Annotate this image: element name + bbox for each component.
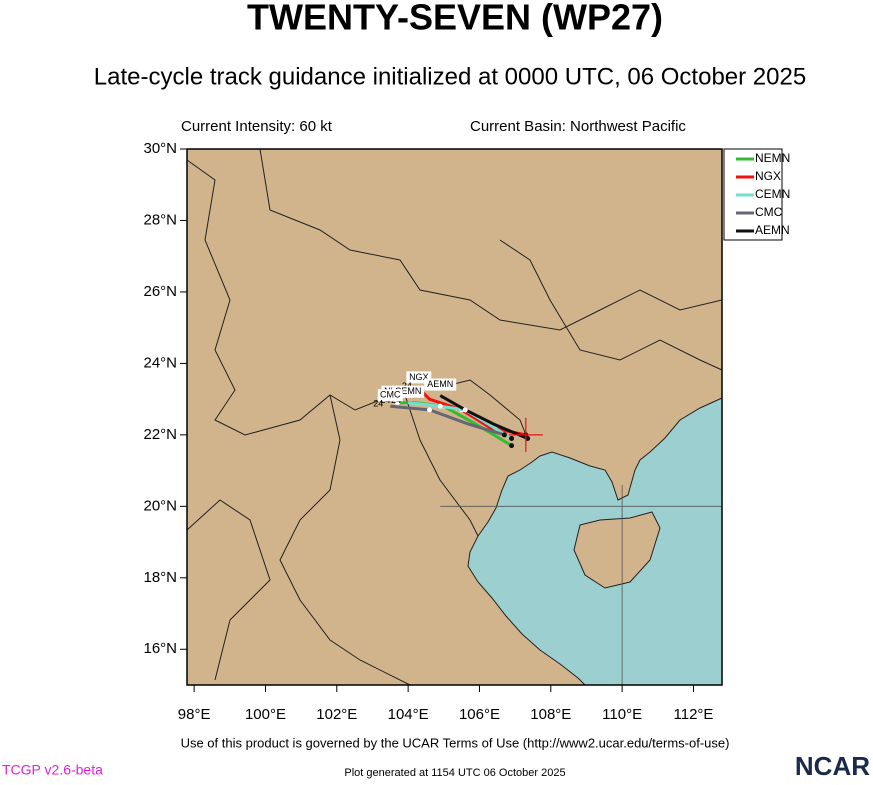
x-tick-label: 108°E [530,706,571,723]
intensity-note: Current Intensity: 60 kt [181,118,333,135]
x-tick-label: 98°E [178,706,211,723]
model-label: CMC [380,390,401,400]
legend-label: CMC [755,205,783,219]
y-tick-label: 18°N [143,569,177,586]
model-label: NGX [409,372,429,382]
track-start [501,432,507,438]
title: TWENTY-SEVEN (WP27) [247,0,663,38]
subtitle: Late-cycle track guidance initialized at… [94,63,806,90]
y-tick-label: 24°N [143,354,177,371]
track-point [462,407,468,413]
x-tick-label: 106°E [459,706,500,723]
track-point [394,400,400,406]
generated: Plot generated at 1154 UTC 06 October 20… [344,767,565,779]
terms: Use of this product is governed by the U… [181,735,730,750]
version: TCGP v2.6-beta [2,762,103,778]
y-tick-label: 16°N [143,640,177,657]
track-line [407,401,513,440]
track-point [427,407,433,413]
legend-label: NEMN [755,151,790,165]
model-label: AEMN [427,379,453,389]
track-start [509,435,515,441]
y-tick-label: 28°N [143,211,177,228]
legend: NEMN NGX CEMN CMC AEMN [723,148,790,241]
legend-label: NGX [755,169,781,183]
model-label-box [377,389,403,402]
x-tick-label: 104°E [388,706,429,723]
x-tick-label: 100°E [245,706,286,723]
tracks: NEMN24NGX24CEMN24CMC24AEMN [373,371,543,452]
y-tick-label: 30°N [143,140,177,157]
logo: NCAR [795,751,870,780]
island [573,511,661,589]
y-tick-label: 26°N [143,283,177,300]
track-start [509,443,515,449]
track-line [439,394,529,440]
track-point [437,403,443,409]
sea-grid [440,484,722,685]
current-position [508,417,543,452]
model-label: CEMN [395,386,422,396]
basin-note: Current Basin: Northwest Pacific [470,118,686,135]
legend-label: AEMN [755,223,790,237]
map: NEMN24NGX24CEMN24CMC24AEMN [186,148,723,686]
hour-label: 24 [373,399,383,409]
y-tick-label: 20°N [143,497,177,514]
model-label-box [424,378,457,391]
x-tick-label: 102°E [316,706,357,723]
x-tick-label: 110°E [602,706,642,723]
x-tick-label: 112°E [674,706,714,723]
y-tick-label: 22°N [143,426,177,443]
borders [186,148,723,686]
map-frame [186,148,723,686]
track-line [390,404,505,437]
legend-label: CEMN [755,187,790,201]
